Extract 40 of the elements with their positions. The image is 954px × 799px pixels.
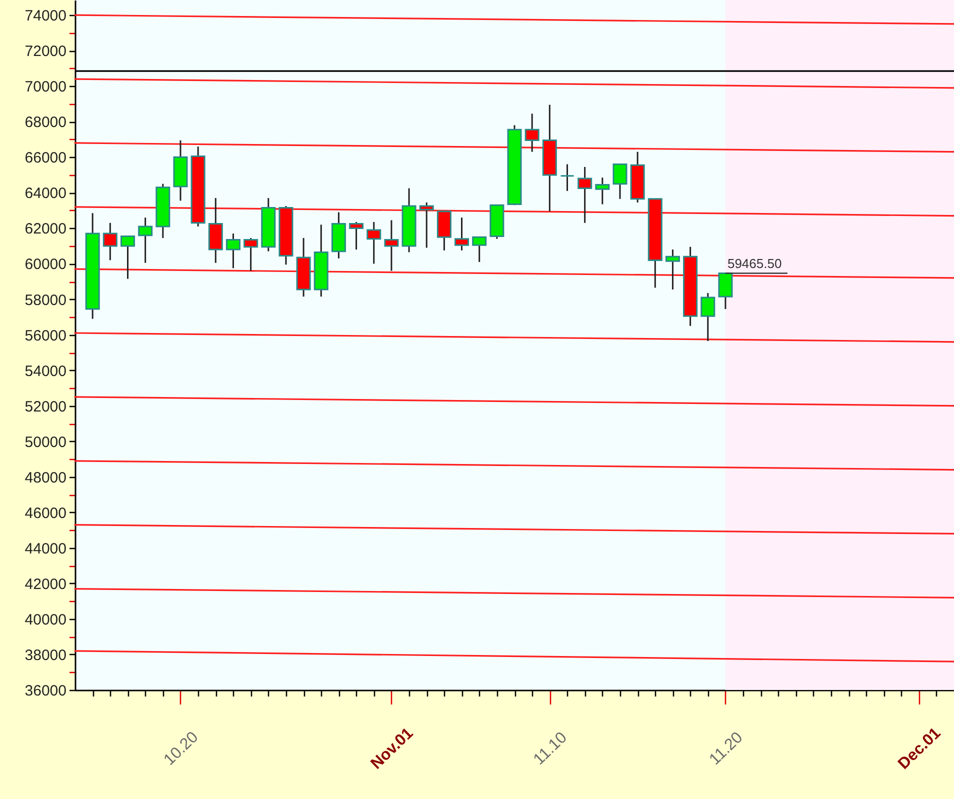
y-tick-label: 66000 bbox=[24, 150, 66, 167]
y-tick-label: 36000 bbox=[24, 682, 66, 700]
y-tick-label: 62000 bbox=[24, 220, 66, 238]
candlestick bbox=[472, 236, 487, 263]
candlestick bbox=[226, 232, 240, 269]
candlestick bbox=[700, 292, 716, 342]
candlestick bbox=[560, 164, 574, 192]
y-tick-label: 64000 bbox=[24, 185, 66, 202]
y-tick-label: 60000 bbox=[24, 256, 66, 274]
candlestick bbox=[454, 216, 470, 252]
candlestick bbox=[120, 235, 135, 280]
y-tick-label: 68000 bbox=[24, 114, 66, 132]
y-tick-label: 46000 bbox=[24, 504, 66, 522]
y-tick-label: 54000 bbox=[24, 362, 66, 380]
y-tick-label: 52000 bbox=[24, 398, 66, 416]
candlestick bbox=[349, 221, 364, 250]
candlestick bbox=[595, 176, 610, 205]
candlestick bbox=[102, 222, 118, 261]
y-tick-label: 58000 bbox=[24, 292, 66, 309]
y-tick-label: 48000 bbox=[24, 469, 66, 486]
candlestick bbox=[612, 164, 628, 200]
y-tick-label: 74000 bbox=[24, 8, 66, 25]
candlestick bbox=[384, 219, 399, 272]
candlestick bbox=[718, 272, 733, 310]
y-tick-label: 44000 bbox=[24, 540, 66, 558]
candlestick bbox=[665, 248, 680, 290]
candlestick bbox=[366, 221, 382, 264]
annotation: 59465.50 bbox=[727, 256, 782, 272]
y-tick-label: 40000 bbox=[24, 611, 66, 628]
candlestick bbox=[524, 112, 540, 153]
y-tick-label: 72000 bbox=[24, 43, 66, 60]
y-tick-label: 50000 bbox=[24, 434, 66, 451]
candlestick bbox=[578, 166, 592, 224]
y-tick-label: 70000 bbox=[24, 78, 66, 96]
candlestick bbox=[138, 216, 153, 264]
y-tick-label: 38000 bbox=[24, 646, 66, 664]
candlestick bbox=[419, 202, 434, 249]
candlestick bbox=[244, 237, 258, 272]
y-tick-label: 56000 bbox=[24, 327, 66, 344]
y-tick-label: 42000 bbox=[24, 576, 66, 593]
